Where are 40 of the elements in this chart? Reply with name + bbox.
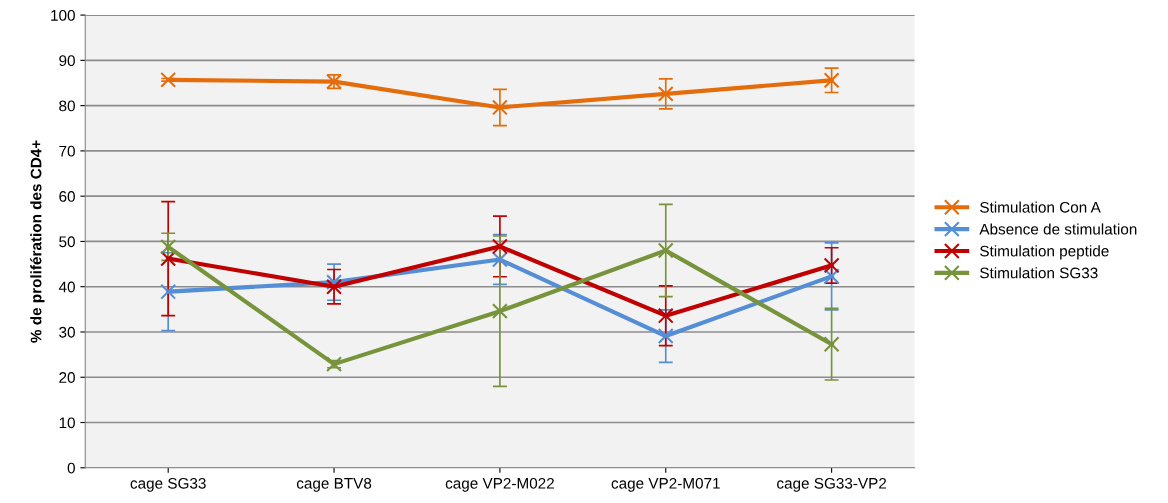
legend-label: Absence de stimulation [979,223,1137,235]
y-tick-label: 50 [59,236,75,248]
point [491,251,508,268]
legend-label: Stimulation Con A [980,201,1101,213]
point [326,356,343,373]
y-axis-title: % de prolifération des CD4+ [30,140,45,343]
y-tick-label: 0 [67,462,75,474]
y-tick-label: 80 [59,100,75,112]
x-tick-label: cage SG33 [130,477,206,492]
legend-label: Stimulation peptide [980,245,1109,260]
point [657,242,674,259]
x-tick-label: cage VP2-M022 [445,477,554,492]
point [657,307,674,324]
y-tick-label: 70 [59,145,75,157]
y-tick-label: 20 [59,372,75,383]
x-tick-label: cage VP2-M071 [611,477,720,492]
y-tick-label: 60 [59,191,75,202]
x-tick-label: cage SG33-VP2 [777,477,887,492]
point [491,99,508,116]
y-tick-label: 40 [58,281,75,293]
point [491,238,508,255]
point [657,328,674,345]
x-tick-label: cage BTV8 [296,477,372,492]
point [823,268,840,285]
point [160,238,177,255]
point [823,72,840,89]
point [160,71,177,88]
y-tick-label: 10 [59,417,75,429]
point [823,336,840,353]
y-tick-label: 100 [51,9,75,21]
point [160,250,177,267]
legend-label: Stimulation SG33 [980,267,1098,279]
point [160,283,177,300]
point [657,85,674,102]
y-tick-label: 90 [59,55,75,67]
y-tick-label: 30 [59,326,75,338]
point [823,257,840,274]
point [491,303,508,320]
point [326,274,343,291]
point [326,278,343,295]
